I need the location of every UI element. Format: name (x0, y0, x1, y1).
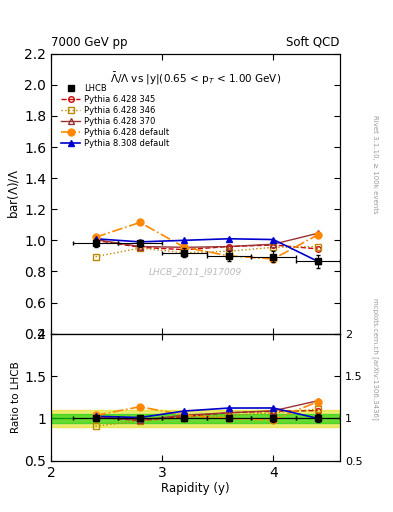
Text: Soft QCD: Soft QCD (286, 36, 340, 49)
Bar (51, 414, 340, 422)
Text: 7000 GeV pp: 7000 GeV pp (51, 36, 128, 49)
Text: $\bar{\Lambda}/\Lambda$ vs |y|(0.65 < p$_T$ < 1.00 GeV): $\bar{\Lambda}/\Lambda$ vs |y|(0.65 < p$… (110, 71, 281, 87)
Text: mcplots.cern.ch [arXiv:1306.3436]: mcplots.cern.ch [arXiv:1306.3436] (372, 297, 379, 419)
Text: LHCB_2011_I917009: LHCB_2011_I917009 (149, 268, 242, 276)
Bar (51, 410, 340, 427)
Y-axis label: bar($\Lambda$)/$\Lambda$: bar($\Lambda$)/$\Lambda$ (6, 168, 21, 219)
X-axis label: Rapidity (y): Rapidity (y) (161, 482, 230, 496)
Y-axis label: Ratio to LHCB: Ratio to LHCB (11, 361, 22, 433)
Text: Rivet 3.1.10, ≥ 100k events: Rivet 3.1.10, ≥ 100k events (372, 115, 378, 213)
Legend: LHCB, Pythia 6.428 345, Pythia 6.428 346, Pythia 6.428 370, Pythia 6.428 default: LHCB, Pythia 6.428 345, Pythia 6.428 346… (58, 80, 173, 152)
